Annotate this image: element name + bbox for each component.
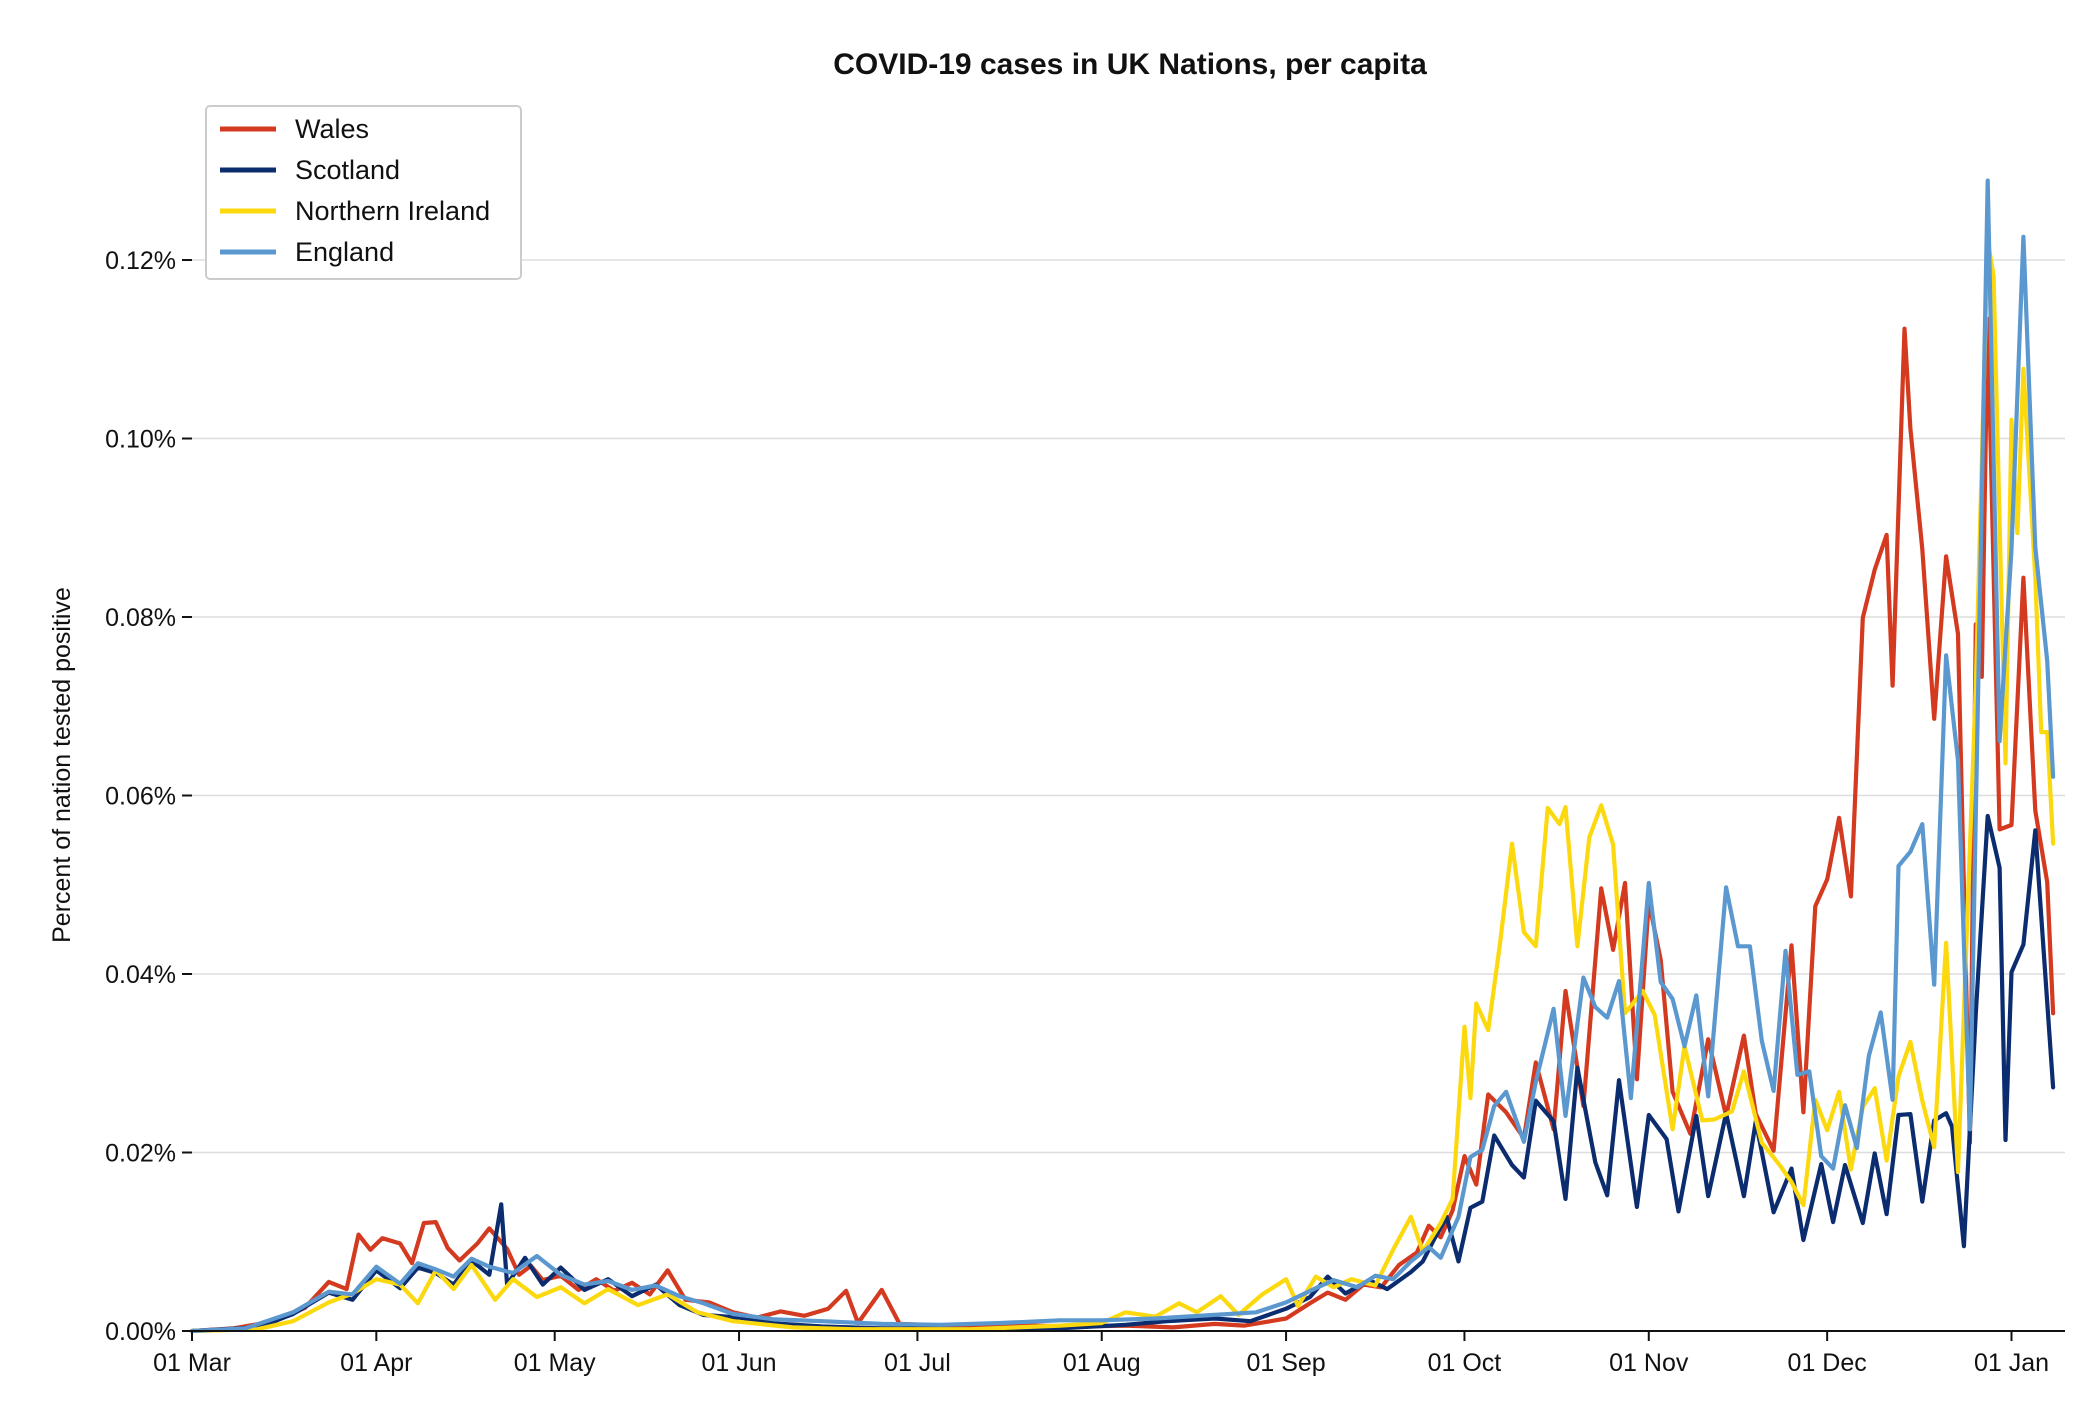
series-lines bbox=[189, 178, 2056, 1334]
legend-label-scotland: Scotland bbox=[295, 155, 400, 185]
y-tick-label: 0.10% bbox=[105, 426, 176, 454]
x-tick-label: 01 Sep bbox=[1246, 1349, 1325, 1377]
series-line-wales bbox=[189, 316, 2056, 1334]
x-tick-label: 01 Jan bbox=[1974, 1349, 2049, 1377]
x-tick-label: 01 Apr bbox=[340, 1349, 412, 1377]
legend: Wales Scotland Northern Ireland England bbox=[205, 105, 522, 280]
series-line-england bbox=[189, 178, 2056, 1334]
x-tick-label: 01 Mar bbox=[153, 1349, 231, 1377]
series-line-scotland bbox=[189, 813, 2056, 1334]
x-tick-label: 01 Jul bbox=[884, 1349, 951, 1377]
x-tick-label: 01 Nov bbox=[1609, 1349, 1689, 1377]
x-tick-label: 01 May bbox=[514, 1349, 596, 1377]
series-line-northern-ireland bbox=[189, 238, 2056, 1334]
legend-items: Wales Scotland Northern Ireland England bbox=[220, 114, 490, 267]
y-axis-ticks: 0.00% 0.02% 0.04% 0.06% 0.08% 0.10% 0.12% bbox=[105, 247, 192, 1346]
legend-box bbox=[205, 105, 522, 280]
y-tick-label: 0.02% bbox=[105, 1140, 176, 1168]
y-tick-label: 0.00% bbox=[105, 1318, 176, 1346]
y-tick-label: 0.06% bbox=[105, 783, 176, 811]
legend-label-england: England bbox=[295, 237, 394, 267]
x-tick-label: 01 Dec bbox=[1788, 1349, 1867, 1377]
y-tick-label: 0.12% bbox=[105, 247, 176, 275]
legend-label-wales: Wales bbox=[295, 114, 369, 144]
x-tick-label: 01 Aug bbox=[1063, 1349, 1141, 1377]
y-tick-label: 0.08% bbox=[105, 604, 176, 632]
y-axis-label: Percent of nation tested positive bbox=[48, 587, 76, 943]
x-tick-label: 01 Oct bbox=[1428, 1349, 1502, 1377]
y-tick-label: 0.04% bbox=[105, 961, 176, 989]
x-tick-label: 01 Jun bbox=[702, 1349, 777, 1377]
legend-label-northern-ireland: Northern Ireland bbox=[295, 196, 490, 226]
x-axis-ticks: 01 Mar 01 Apr 01 May 01 Jun 01 Jul 01 Aug 01 S… bbox=[153, 1331, 2049, 1377]
chart-title: COVID-19 cases in UK Nations, per capita bbox=[833, 48, 1427, 81]
